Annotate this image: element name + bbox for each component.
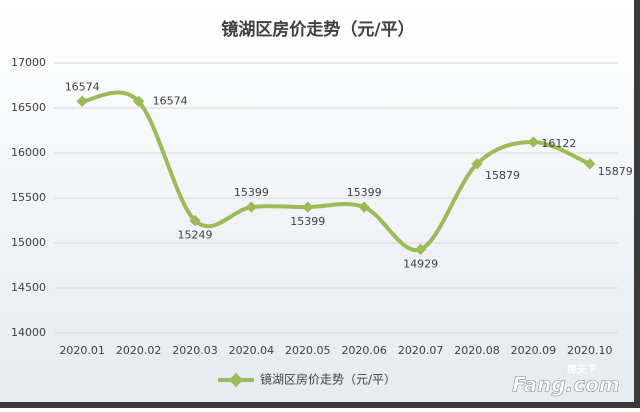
x-tick-label: 2020.09 <box>511 344 557 357</box>
point-marker <box>189 214 201 227</box>
x-tick-label: 2020.01 <box>59 344 105 357</box>
point-marker <box>584 158 596 170</box>
point-marker <box>358 201 370 213</box>
y-tick-label: 14000 <box>11 326 46 339</box>
legend: 镜湖区房价走势（元/平） <box>218 372 396 388</box>
y-tick-label: 15500 <box>11 191 46 204</box>
x-tick-label: 2020.03 <box>172 344 218 357</box>
x-tick-label: 2020.06 <box>341 344 387 357</box>
chart-title: 镜湖区房价走势（元/平） <box>221 19 414 40</box>
y-tick-label: 17000 <box>11 56 46 69</box>
x-tick-label: 2020.10 <box>567 344 613 357</box>
x-tick-label: 2020.04 <box>229 344 275 357</box>
y-tick-label: 14500 <box>11 281 46 294</box>
data-label: 15879 <box>485 169 520 182</box>
series-line <box>81 90 591 253</box>
y-tick-label: 16000 <box>11 146 46 159</box>
point-marker <box>245 201 258 213</box>
point-marker <box>302 201 314 213</box>
data-label: 16122 <box>541 137 576 150</box>
x-tick-label: 2020.05 <box>285 344 331 357</box>
watermark-brand: Fang.com <box>512 373 619 397</box>
data-label: 14929 <box>403 257 438 270</box>
data-label: 15879 <box>598 165 633 178</box>
legend-marker <box>228 372 244 388</box>
data-label: 15399 <box>290 215 325 228</box>
x-tick-label: 2020.07 <box>398 344 444 357</box>
y-tick-label: 16500 <box>11 101 46 114</box>
x-tick-label: 2020.02 <box>116 344 162 357</box>
y-tick-label: 15000 <box>11 236 46 249</box>
data-label: 15399 <box>347 186 382 199</box>
legend-label: 镜湖区房价走势（元/平） <box>260 372 396 387</box>
data-label: 16574 <box>65 80 100 93</box>
data-label: 16574 <box>153 94 188 107</box>
x-tick-label: 2020.08 <box>454 344 500 357</box>
point-marker <box>414 243 427 256</box>
point-marker <box>471 158 483 170</box>
data-label: 15249 <box>178 229 213 242</box>
watermark: 房天下 <box>567 363 597 376</box>
background <box>0 0 634 402</box>
data-label: 15399 <box>234 186 269 199</box>
point-marker <box>527 136 540 148</box>
